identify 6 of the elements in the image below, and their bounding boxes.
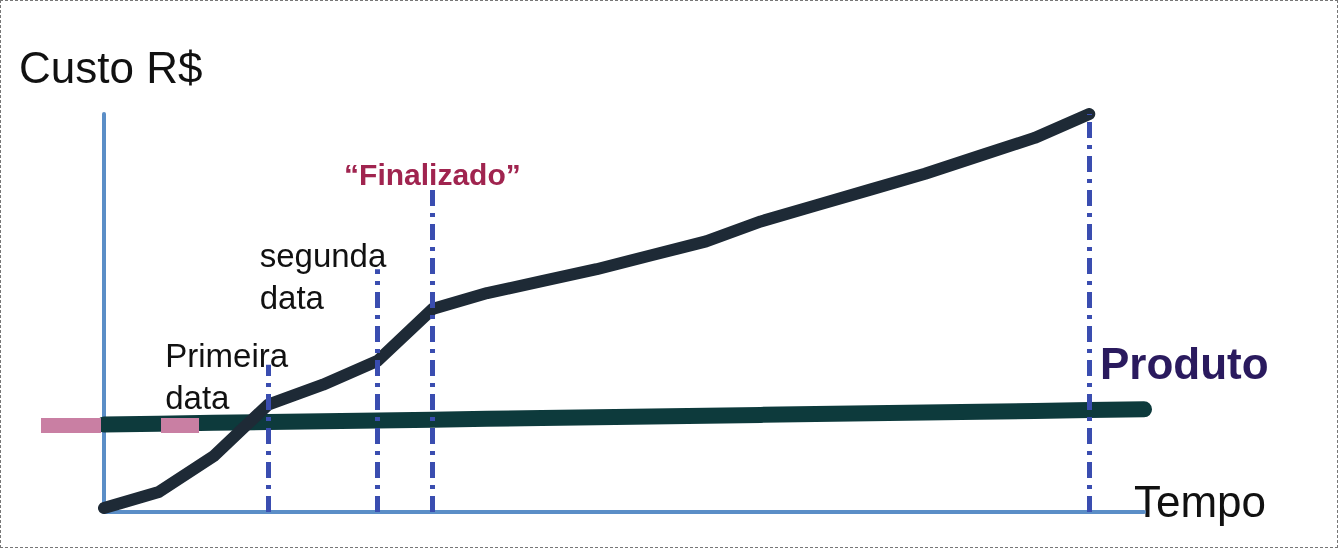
annotation: Primeira data bbox=[165, 336, 289, 416]
x-axis-title: Tempo bbox=[1134, 476, 1267, 526]
annotation: segunda data bbox=[259, 236, 387, 316]
annotation: “Finalizado” bbox=[344, 157, 521, 191]
y-axis-title: Custo R$ bbox=[19, 42, 203, 92]
series-label: Produto bbox=[1100, 338, 1269, 388]
